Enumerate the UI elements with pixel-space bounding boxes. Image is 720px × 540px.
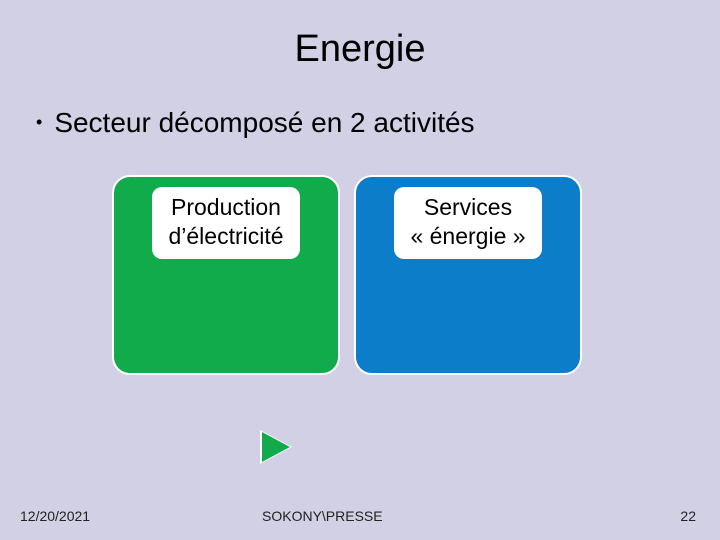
card-services: Services « énergie » [354,175,582,375]
card-production-label: Production d’électricité [152,187,299,259]
bullet-text: Secteur décomposé en 2 activités [54,107,474,139]
footer-page-number: 22 [680,508,696,524]
play-icon[interactable] [262,432,290,462]
bullet-dot-icon: • [36,113,42,131]
card-production-line1: Production [171,194,281,220]
footer-center: SOKONY\PRESSE [262,508,383,524]
bullet-item: • Secteur décomposé en 2 activités [36,107,720,139]
card-production-line2: d’électricité [168,223,283,249]
card-services-line1: Services [424,194,512,220]
cards-container: Production d’électricité Services « éner… [112,175,720,375]
card-production: Production d’électricité [112,175,340,375]
slide-title: Energie [0,0,720,71]
footer-date: 12/20/2021 [20,508,90,524]
card-services-label: Services « énergie » [394,187,541,259]
card-services-line2: « énergie » [410,223,525,249]
